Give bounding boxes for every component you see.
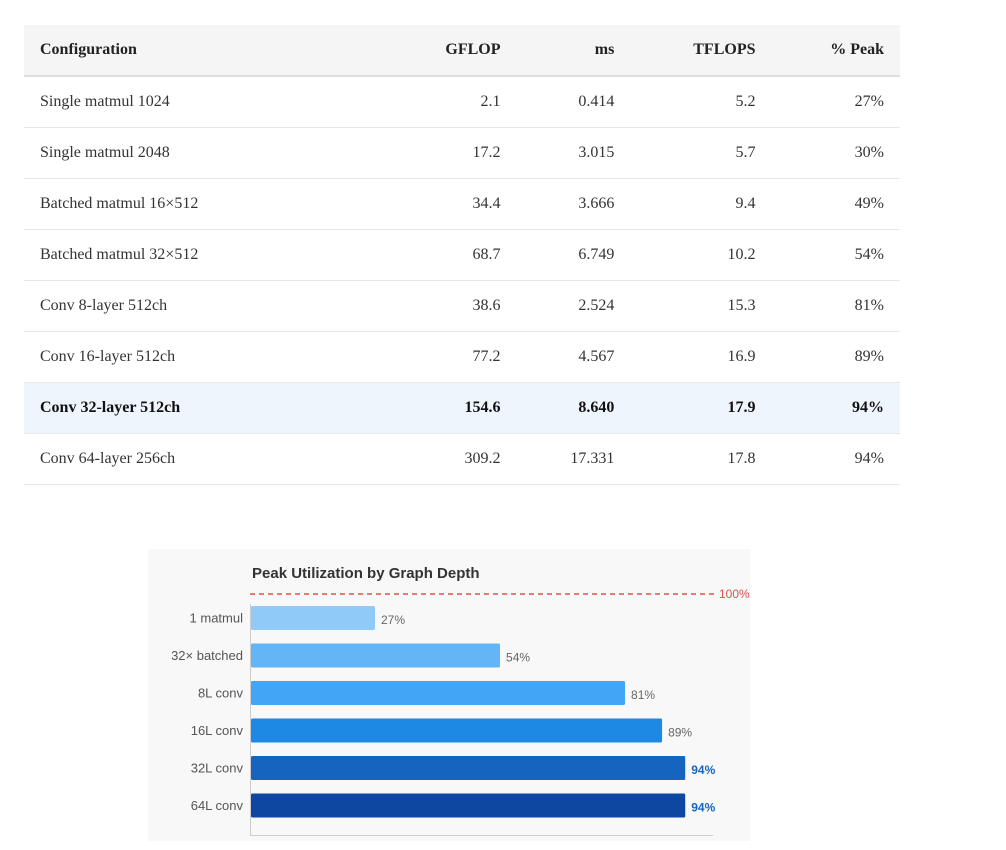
cell-peak: 81% xyxy=(771,280,900,332)
cell-gflop: 34.4 xyxy=(386,178,517,230)
bar xyxy=(251,793,686,818)
cell-configuration: Batched matmul 16×512 xyxy=(24,178,386,230)
table-row: Single matmul 2048 17.2 3.015 5.7 30% xyxy=(24,127,900,179)
cell-configuration: Single matmul 2048 xyxy=(24,127,386,179)
header-peak: % Peak xyxy=(771,25,900,77)
table-row: Conv 8-layer 512ch 38.6 2.524 15.3 81% xyxy=(24,280,900,332)
cell-configuration: Conv 8-layer 512ch xyxy=(24,280,386,332)
cell-gflop: 77.2 xyxy=(386,331,517,383)
header-configuration: Configuration xyxy=(24,25,386,77)
value-label: 89% xyxy=(668,726,692,740)
table-row: Conv 32-layer 512ch 154.6 8.640 17.9 94% xyxy=(24,382,900,434)
cell-tflops: 5.2 xyxy=(630,76,772,128)
cell-ms: 4.567 xyxy=(516,331,631,383)
table-row: Conv 16-layer 512ch 77.2 4.567 16.9 89% xyxy=(24,331,900,383)
cell-gflop: 68.7 xyxy=(386,229,517,281)
table-header-row: Configuration GFLOP ms TFLOPS% Peak xyxy=(24,25,900,77)
bar xyxy=(251,681,626,705)
table-header: Configuration GFLOP ms TFLOPS% Peak xyxy=(24,25,900,77)
bar xyxy=(251,606,376,630)
category-label: 32× batched xyxy=(171,648,243,663)
cell-peak: 30% xyxy=(771,127,900,179)
cell-peak: 54% xyxy=(771,229,900,281)
cell-ms: 2.524 xyxy=(516,280,631,332)
cell-tflops: 15.3 xyxy=(630,280,772,332)
value-label: 94% xyxy=(691,801,715,815)
utilization-chart: Peak Utilization by Graph Depth 100% 1 mat… xyxy=(171,565,750,836)
value-label: 94% xyxy=(691,763,715,777)
cell-ms: 17.331 xyxy=(516,433,631,485)
cell-configuration: Conv 32-layer 512ch xyxy=(24,382,386,434)
category-label: 64L conv xyxy=(191,798,244,813)
cell-tflops: 9.4 xyxy=(630,178,772,230)
cell-ms: 8.640 xyxy=(516,382,631,434)
table-row: Conv 64-layer 256ch 309.2 17.331 17.8 94% xyxy=(24,433,900,485)
table-row: Batched matmul 16×512 34.4 3.666 9.4 49% xyxy=(24,178,900,230)
table-row: Batched matmul 32×512 68.7 6.749 10.2 54% xyxy=(24,229,900,281)
cell-ms: 6.749 xyxy=(516,229,631,281)
value-label: 27% xyxy=(381,613,405,627)
cell-gflop: 154.6 xyxy=(386,382,517,434)
cell-peak: 89% xyxy=(771,331,900,383)
cell-tflops: 10.2 xyxy=(630,229,772,281)
cell-peak: 27% xyxy=(771,76,900,128)
bar xyxy=(251,643,501,668)
benchmark-table: Configuration GFLOP ms TFLOPS% Peak Single … xyxy=(24,25,900,485)
value-label: 81% xyxy=(631,688,655,702)
category-label: 16L conv xyxy=(191,723,244,738)
utilization-chart-card: Peak Utilization by Graph Depth 100% 1 mat… xyxy=(148,549,750,841)
value-label: 54% xyxy=(506,651,530,665)
category-label: 32L conv xyxy=(191,760,244,775)
header-ms: ms xyxy=(516,25,631,77)
cell-configuration: Single matmul 1024 xyxy=(24,76,386,128)
cell-configuration: Conv 64-layer 256ch xyxy=(24,433,386,485)
category-label: 8L conv xyxy=(198,685,244,700)
cell-tflops: 5.7 xyxy=(630,127,772,179)
chart-title: Peak Utilization by Graph Depth xyxy=(252,565,480,582)
cell-gflop: 2.1 xyxy=(386,76,517,128)
bar xyxy=(251,756,686,780)
header-tflops: TFLOPS xyxy=(630,25,772,77)
category-label: 1 matmul xyxy=(190,610,244,625)
cell-gflop: 309.2 xyxy=(386,433,517,485)
bar xyxy=(251,718,663,743)
cell-gflop: 17.2 xyxy=(386,127,517,179)
cell-peak: 94% xyxy=(771,433,900,485)
cell-ms: 3.666 xyxy=(516,178,631,230)
cell-tflops: 17.9 xyxy=(630,382,772,434)
cell-ms: 0.414 xyxy=(516,76,631,128)
cell-tflops: 17.8 xyxy=(630,433,772,485)
cell-ms: 3.015 xyxy=(516,127,631,179)
table-body: Single matmul 1024 2.1 0.414 5.2 27% Single m… xyxy=(24,76,900,485)
cell-tflops: 16.9 xyxy=(630,331,772,383)
cell-configuration: Conv 16-layer 512ch xyxy=(24,331,386,383)
header-gflop: GFLOP xyxy=(386,25,517,77)
cell-peak: 94% xyxy=(771,382,900,434)
cell-gflop: 38.6 xyxy=(386,280,517,332)
cell-configuration: Batched matmul 32×512 xyxy=(24,229,386,281)
cell-peak: 49% xyxy=(771,178,900,230)
reference-line-label: 100% xyxy=(719,587,750,601)
table-row: Single matmul 1024 2.1 0.414 5.2 27% xyxy=(24,76,900,128)
